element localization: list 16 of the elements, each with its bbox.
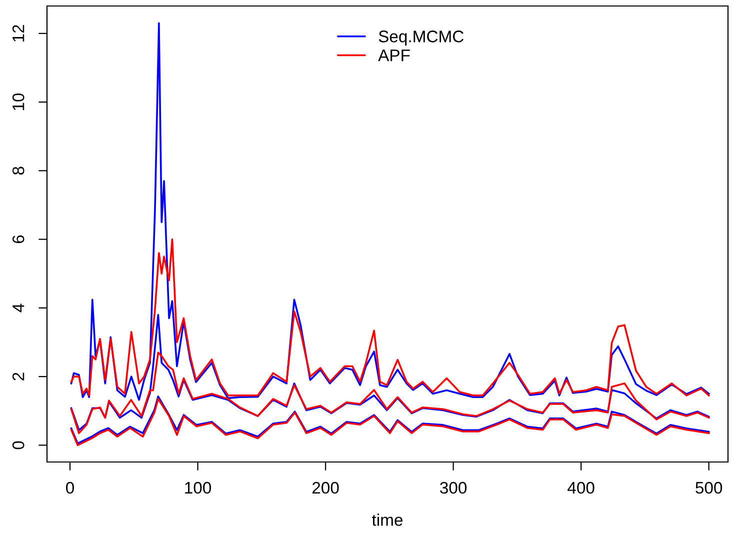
y-tick-label: 8 (12, 166, 24, 175)
x-axis-title: time (372, 514, 403, 526)
y-tick-label: 12 (12, 25, 24, 42)
x-tick-label: 200 (312, 482, 339, 494)
y-tick-label: 2 (12, 372, 24, 380)
legend-label: Seq.MCMC (378, 30, 464, 46)
y-tick-label: 10 (12, 93, 24, 110)
y-tick-label: 4 (12, 304, 24, 312)
x-tick-label: 0 (66, 482, 74, 494)
legend-label: APF (378, 50, 410, 62)
x-tick-label: 300 (440, 482, 467, 494)
y-tick-label: 0 (12, 441, 24, 450)
y-tick-label: 6 (12, 235, 24, 244)
x-tick-label: 500 (696, 482, 722, 494)
x-tick-label: 400 (568, 482, 594, 494)
x-tick-label: 100 (185, 482, 212, 494)
